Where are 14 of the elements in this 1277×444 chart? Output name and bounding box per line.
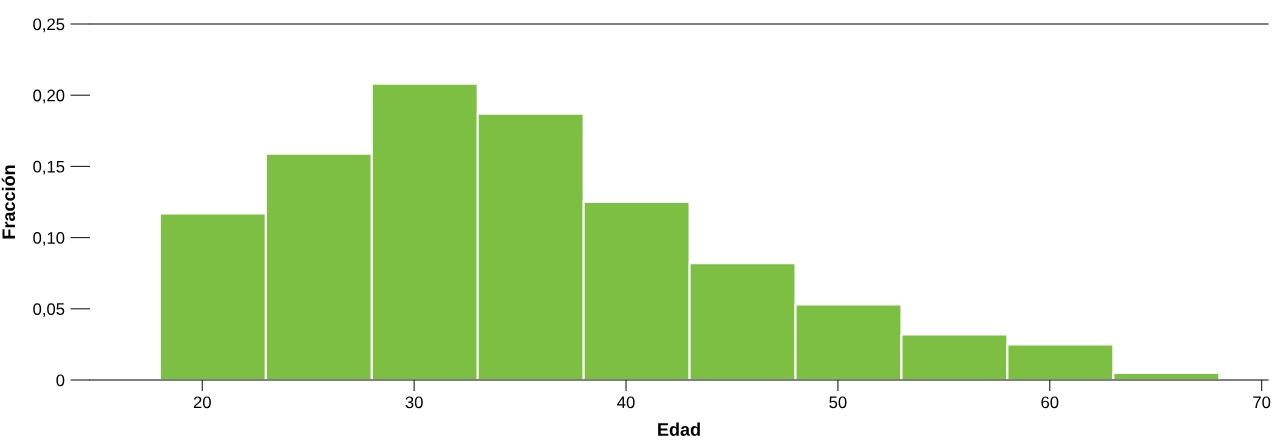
x-tick-label: 50 (829, 396, 847, 409)
x-tick-label: 40 (617, 396, 635, 409)
x-tick-label: 20 (193, 396, 211, 409)
y-tick-label: 0 (56, 374, 65, 387)
x-tick-label: 70 (1253, 396, 1271, 409)
y-tick-label: 0,15 (33, 160, 65, 175)
x-tick-label: 60 (1041, 396, 1059, 409)
y-tick-label: 0,10 (33, 232, 65, 246)
y-tick-label: 0,25 (33, 18, 65, 33)
y-tick-label: 0,05 (33, 303, 65, 317)
x-tick-label: 30 (405, 396, 423, 409)
y-axis-title: Fracción (1, 165, 16, 239)
y-tick-label: 0,20 (33, 89, 65, 104)
x-axis-title: Edad (658, 422, 700, 436)
